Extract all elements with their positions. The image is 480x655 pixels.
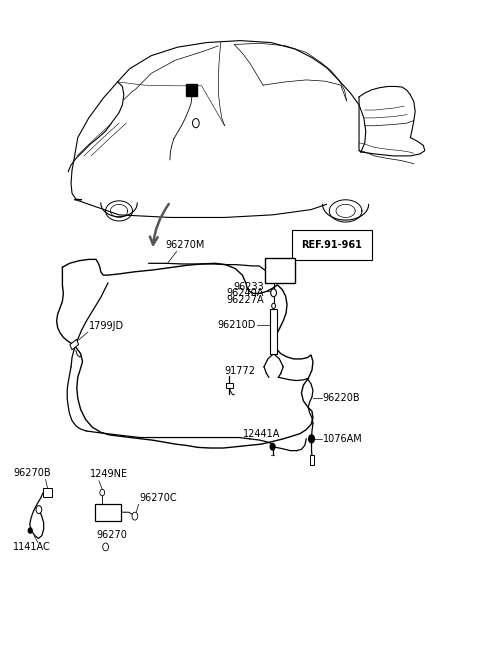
Text: 96270M: 96270M	[165, 240, 204, 250]
Text: 96270: 96270	[96, 530, 127, 540]
Circle shape	[271, 289, 276, 297]
Circle shape	[272, 303, 276, 309]
Text: 1799JD: 1799JD	[89, 322, 124, 331]
Bar	[226, 383, 233, 388]
Circle shape	[192, 119, 199, 128]
Circle shape	[100, 489, 105, 496]
Circle shape	[28, 528, 32, 533]
Bar	[265, 258, 295, 283]
Text: 96220B: 96220B	[323, 393, 360, 403]
Circle shape	[309, 435, 314, 443]
Bar	[270, 309, 277, 354]
Text: 1249NE: 1249NE	[90, 469, 128, 479]
Text: 96270B: 96270B	[13, 468, 50, 478]
Text: 12441A: 12441A	[243, 429, 280, 439]
Text: 1141AC: 1141AC	[13, 542, 51, 552]
Bar	[43, 488, 52, 497]
Text: 91772: 91772	[225, 366, 256, 376]
Text: 96233: 96233	[233, 282, 264, 292]
Circle shape	[270, 443, 275, 450]
Bar	[310, 455, 314, 465]
Bar	[95, 504, 121, 521]
Text: 96210D: 96210D	[217, 320, 256, 330]
Text: 1076AM: 1076AM	[323, 434, 363, 444]
Bar	[70, 339, 79, 350]
Text: 96240A: 96240A	[227, 288, 264, 299]
Circle shape	[103, 543, 108, 551]
Circle shape	[132, 512, 138, 520]
Bar	[186, 84, 197, 96]
Text: 96227A: 96227A	[227, 295, 264, 305]
Text: 96270C: 96270C	[140, 493, 177, 503]
Circle shape	[36, 506, 42, 514]
Text: REF.91-961: REF.91-961	[301, 240, 362, 250]
